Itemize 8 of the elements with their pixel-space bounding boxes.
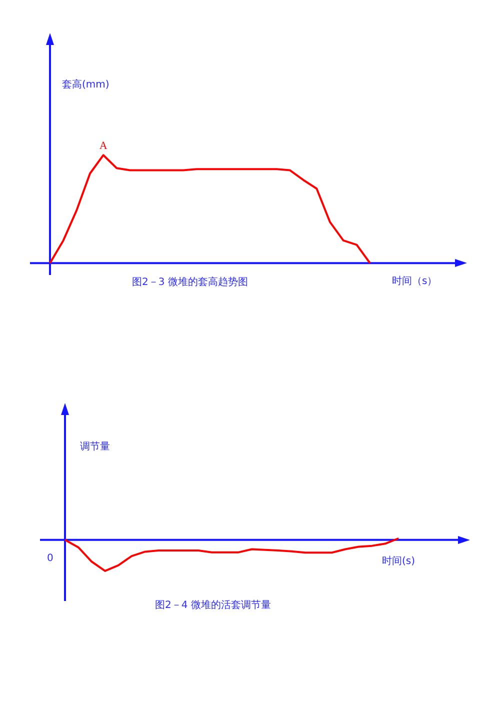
y-axis-title: 调节量 [80,440,110,453]
annotation: 0 [47,553,54,565]
text: 图2－3 微堆的套高趋势图 [132,277,248,289]
text: 图2－4 微堆的活套调节量 [155,600,271,612]
annotation: A [99,140,108,152]
x-axis-title: 时间（s） [392,276,438,288]
y-axis-title: 套高(mm) [62,78,110,91]
x-axis-title: 时间(s) [382,556,416,568]
